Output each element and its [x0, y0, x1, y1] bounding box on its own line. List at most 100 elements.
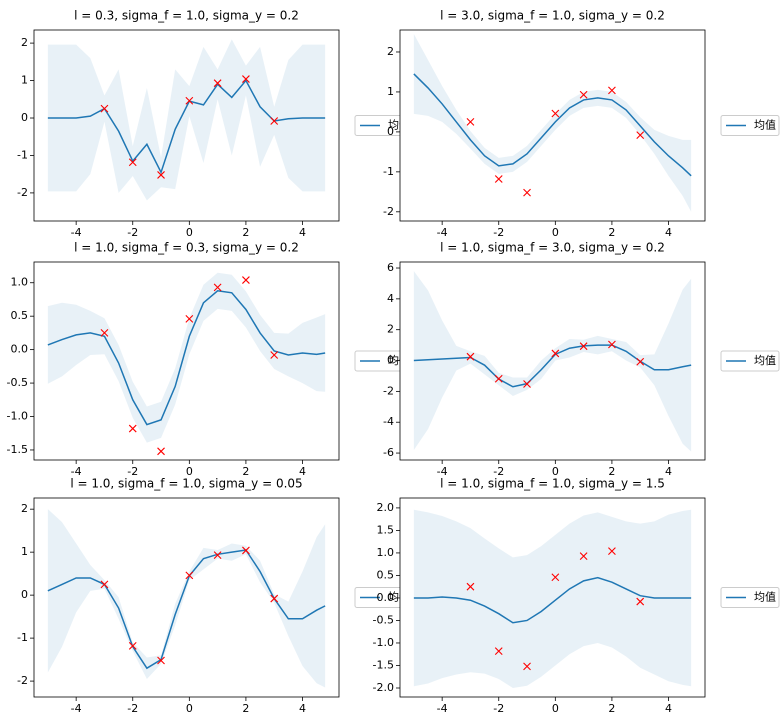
plot-area — [413, 33, 692, 212]
y-tick-label: -0.5 — [7, 376, 28, 389]
x-tick-label: -2 — [127, 465, 138, 478]
x-tick-label: -2 — [127, 226, 138, 239]
training-point — [270, 351, 279, 359]
training-point — [270, 594, 279, 603]
y-tick-label: 1 — [21, 74, 28, 87]
subplot: -4 -2 0 2 4 -2 -1 0 1 2 l = 0.3, sigma_f = 1.0, si… — [17, 9, 414, 239]
training-point — [551, 109, 560, 118]
subplot-title: l = 1.0, sigma_f = 1.0, sigma_y = 1.5 — [440, 477, 665, 491]
subplot: -4 -2 0 2 4 -6 -4 -2 0 2 4 6 l = 1.0, sigma_f = 3.0,… — [383, 241, 780, 478]
legend-label: 均值 — [754, 119, 776, 132]
legend-box — [720, 587, 780, 608]
training-point — [242, 276, 250, 284]
x-tick-label: 2 — [242, 226, 249, 239]
x-tick-label: -4 — [71, 226, 82, 239]
y-tick-label: 0 — [21, 111, 28, 124]
training-point — [213, 551, 222, 560]
axes-bg — [34, 498, 339, 697]
y-tick-label: 0 — [387, 125, 394, 138]
axes-bg — [400, 262, 705, 460]
y-tick-label: 0 — [387, 354, 394, 367]
legend-box — [720, 115, 780, 136]
y-tick-label: 2 — [21, 502, 28, 515]
plot-area — [47, 509, 326, 688]
x-tick-label: 4 — [299, 465, 306, 478]
x-tick-label: 2 — [608, 702, 615, 715]
subplot: -4 -2 0 2 4 -2 -1 0 1 2 l = 3.0, sigma_f = 1.0, si… — [383, 9, 780, 239]
y-tick-label: 2 — [387, 323, 394, 336]
x-tick-label: 4 — [299, 702, 306, 715]
uncertainty-band — [47, 272, 326, 443]
y-tick-label: 2 — [21, 36, 28, 49]
y-tick-label: 2.0 — [377, 501, 395, 514]
training-point — [157, 656, 165, 665]
training-point — [608, 86, 616, 95]
x-tick-label: 0 — [186, 465, 193, 478]
uncertainty-band — [413, 33, 692, 212]
training-point — [100, 329, 109, 337]
y-tick-label: 0.5 — [11, 309, 29, 322]
y-tick-label: -1 — [17, 631, 28, 644]
training-point — [128, 641, 137, 650]
training-point — [185, 571, 194, 580]
training-point — [608, 547, 616, 556]
x-tick-label: -2 — [493, 702, 504, 715]
y-tick-label: -2.0 — [373, 681, 394, 694]
training-point — [466, 582, 475, 591]
training-point — [551, 349, 560, 358]
subplot-title: l = 1.0, sigma_f = 0.3, sigma_y = 0.2 — [74, 241, 299, 255]
y-tick-label: 1 — [21, 545, 28, 558]
training-point — [579, 90, 588, 99]
y-tick-label: -2 — [17, 674, 28, 687]
y-tick-label: -0.5 — [373, 613, 394, 626]
y-tick-label: -1.0 — [373, 636, 394, 649]
axes-frame — [399, 261, 706, 461]
plot-area — [413, 509, 692, 688]
x-tick-label: -4 — [71, 465, 82, 478]
legend-label: 均值 — [754, 591, 776, 604]
training-point — [608, 340, 616, 349]
x-tick-label: 2 — [242, 465, 249, 478]
y-tick-label: -4 — [383, 415, 394, 428]
x-tick-label: -4 — [437, 702, 448, 715]
x-tick-label: -4 — [71, 702, 82, 715]
training-point — [636, 597, 645, 606]
y-tick-label: 0.0 — [377, 591, 395, 604]
y-tick-label: 1.5 — [377, 523, 395, 536]
y-tick-label: -1 — [17, 148, 28, 161]
training-point — [100, 580, 109, 589]
training-point — [494, 374, 503, 383]
training-point — [185, 96, 194, 105]
training-point — [466, 118, 475, 126]
y-tick-label: 4 — [387, 292, 394, 305]
axes-frame — [33, 261, 340, 461]
uncertainty-band — [413, 509, 692, 688]
y-tick-label: 1.0 — [377, 546, 395, 559]
x-tick-label: 4 — [665, 465, 672, 478]
mean-line — [413, 576, 692, 624]
x-tick-label: -4 — [437, 465, 448, 478]
training-point — [128, 158, 137, 167]
axes-frame — [399, 29, 706, 222]
plot-area — [413, 271, 692, 452]
x-tick-label: 2 — [242, 702, 249, 715]
subplot: -4 -2 0 2 4 -2.0 -1.5 -1.0 -0.5 0.0 0.5 1.0 1.5 2.0 l … — [373, 477, 780, 715]
y-tick-label: -6 — [383, 446, 394, 459]
training-point — [551, 573, 560, 582]
training-point — [636, 131, 645, 139]
x-tick-label: 2 — [608, 465, 615, 478]
subplot-title: l = 1.0, sigma_f = 1.0, sigma_y = 0.05 — [70, 477, 302, 491]
training-point — [128, 424, 137, 433]
training-point — [213, 79, 222, 88]
uncertainty-band — [413, 271, 692, 452]
y-tick-label: -2 — [383, 384, 394, 397]
training-point — [494, 647, 503, 655]
y-tick-label: 1 — [387, 85, 394, 98]
x-tick-label: 4 — [665, 226, 672, 239]
training-point — [100, 104, 109, 113]
mean-line — [413, 73, 692, 177]
training-point — [157, 171, 165, 179]
y-tick-label: 0.0 — [11, 343, 29, 356]
